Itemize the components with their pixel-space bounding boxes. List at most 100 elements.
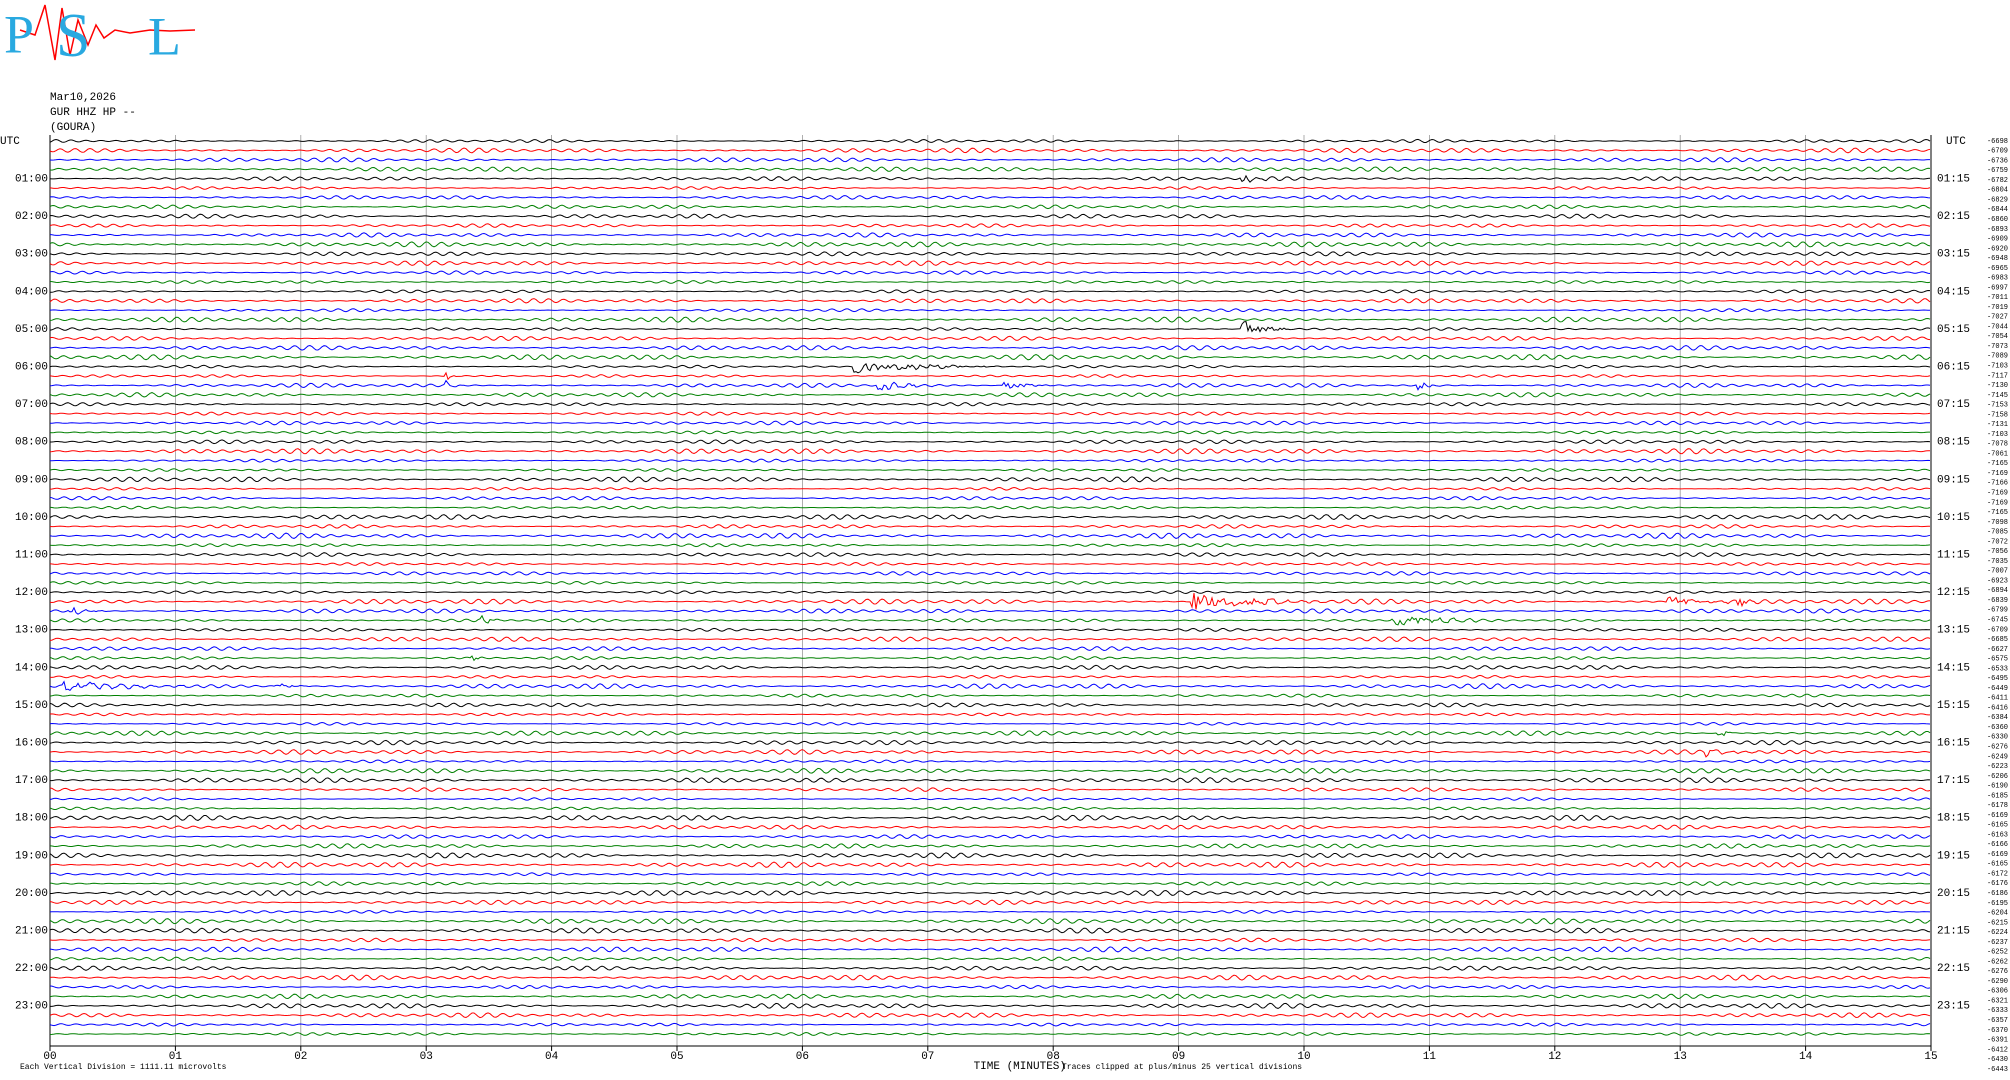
trace-offset: -6430 — [1987, 1056, 2008, 1064]
trace — [49, 204, 1931, 210]
trace — [49, 974, 1931, 981]
x-tick-label: 14 — [1799, 1051, 1813, 1063]
trace-offset: -6178 — [1987, 802, 2008, 810]
hour-label-right: 06:15 — [1937, 362, 1970, 374]
trace-offset: -7103 — [1987, 431, 2008, 439]
x-tick-label: 04 — [545, 1051, 559, 1063]
trace-offset: -7103 — [1987, 363, 2008, 371]
trace — [49, 1012, 1931, 1019]
hour-label-left: 13:00 — [15, 625, 48, 637]
trace-offset: -7169 — [1987, 490, 2008, 498]
trace — [49, 448, 1931, 455]
trace — [49, 174, 1931, 183]
trace-offset: -6330 — [1987, 734, 2008, 742]
trace — [49, 371, 1931, 381]
trace — [49, 872, 1931, 877]
hour-label-right: 23:15 — [1937, 1001, 1970, 1013]
trace-offset: -6983 — [1987, 275, 2008, 283]
trace-offset: -7165 — [1987, 460, 2008, 468]
hour-label-left: 21:00 — [15, 926, 48, 938]
trace — [50, 1002, 1931, 1009]
trace — [49, 505, 1931, 510]
trace-offset: -6965 — [1987, 265, 2008, 273]
trace-offset: -6920 — [1987, 245, 2008, 253]
trace — [49, 1022, 1931, 1027]
trace — [49, 787, 1931, 792]
trace-offset: -6204 — [1987, 910, 2008, 918]
hour-label-right: 19:15 — [1937, 850, 1970, 862]
trace-offset: -6736 — [1987, 157, 2008, 165]
trace — [49, 430, 1930, 435]
hour-label-right: 01:15 — [1937, 174, 1970, 186]
logo: P S L — [4, 2, 196, 70]
trace-offset: -6206 — [1987, 773, 2008, 781]
hour-label-right: 08:15 — [1937, 437, 1970, 449]
scale-note: Each Vertical Division = 1111.11 microvo… — [20, 1063, 227, 1072]
trace — [49, 712, 1930, 717]
trace — [49, 749, 1931, 758]
trace — [49, 571, 1931, 576]
trace — [49, 680, 1931, 692]
trace-offset: -7007 — [1987, 568, 2008, 576]
trace-offset: -6276 — [1987, 968, 2008, 976]
hour-label-right: 14:15 — [1937, 662, 1970, 674]
trace-offset: -6709 — [1987, 148, 2008, 156]
x-tick-label: 13 — [1674, 1051, 1687, 1063]
trace-offset: -7027 — [1987, 314, 2008, 322]
x-tick-label: 06 — [796, 1051, 809, 1063]
trace-offset: -6262 — [1987, 958, 2008, 966]
trace-offset: -6290 — [1987, 978, 2008, 986]
hour-label-right: 04:15 — [1937, 286, 1970, 298]
trace-offset: -6860 — [1987, 216, 2008, 224]
trace — [49, 392, 1931, 398]
x-tick-label: 12 — [1548, 1051, 1561, 1063]
x-axis-label: TIME (MINUTES) — [974, 1061, 1066, 1073]
trace-offset: -6391 — [1987, 1037, 2008, 1045]
trace-offset: -7054 — [1987, 333, 2008, 341]
trace-offset: -6166 — [1987, 841, 2008, 849]
hour-label-left: 23:00 — [15, 1001, 48, 1013]
trace-offset: -7089 — [1987, 353, 2008, 361]
trace — [49, 138, 1931, 144]
trace-offset: -6172 — [1987, 870, 2008, 878]
trace-offset: -7131 — [1987, 421, 2008, 429]
trace-offset: -6276 — [1987, 743, 2008, 751]
trace-offset: -6357 — [1987, 1017, 2008, 1025]
trace — [49, 260, 1931, 266]
trace-offset: -6186 — [1987, 890, 2008, 898]
hour-label-right: 15:15 — [1937, 700, 1970, 712]
trace-offset: -6360 — [1987, 724, 2008, 732]
trace-offset: -6575 — [1987, 656, 2008, 664]
x-tick-label: 07 — [921, 1051, 934, 1063]
trace-offset: -6195 — [1987, 900, 2008, 908]
trace-offset: -6163 — [1987, 831, 2008, 839]
trace — [49, 606, 1931, 615]
trace — [49, 213, 1931, 219]
trace-offset: -6745 — [1987, 616, 2008, 624]
x-tick-label: 02 — [294, 1051, 307, 1063]
trace-offset: -7035 — [1987, 558, 2008, 566]
hour-label-right: 05:15 — [1937, 324, 1970, 336]
trace-offset: -6411 — [1987, 695, 2008, 703]
trace-offset: -6533 — [1987, 665, 2008, 673]
trace-offset: -6829 — [1987, 196, 2008, 204]
trace-offset: -6909 — [1987, 236, 2008, 244]
trace — [49, 861, 1931, 869]
trace-offset: -6333 — [1987, 1007, 2008, 1015]
trace-offset: -6709 — [1987, 626, 2008, 634]
hour-label-left: 05:00 — [15, 324, 48, 336]
trace-offset: -6844 — [1987, 206, 2008, 214]
trace — [49, 956, 1931, 962]
hour-label-right: 07:15 — [1937, 399, 1970, 411]
trace-offset: -6321 — [1987, 997, 2008, 1005]
trace — [49, 646, 1931, 652]
trace — [49, 852, 1931, 859]
trace — [49, 166, 1931, 172]
trace — [49, 147, 1931, 154]
trace-offset: -7153 — [1987, 402, 2008, 410]
trace — [49, 580, 1931, 585]
hour-label-left: 16:00 — [15, 738, 48, 750]
trace-offset: -7056 — [1987, 548, 2008, 556]
trace — [49, 335, 1931, 342]
